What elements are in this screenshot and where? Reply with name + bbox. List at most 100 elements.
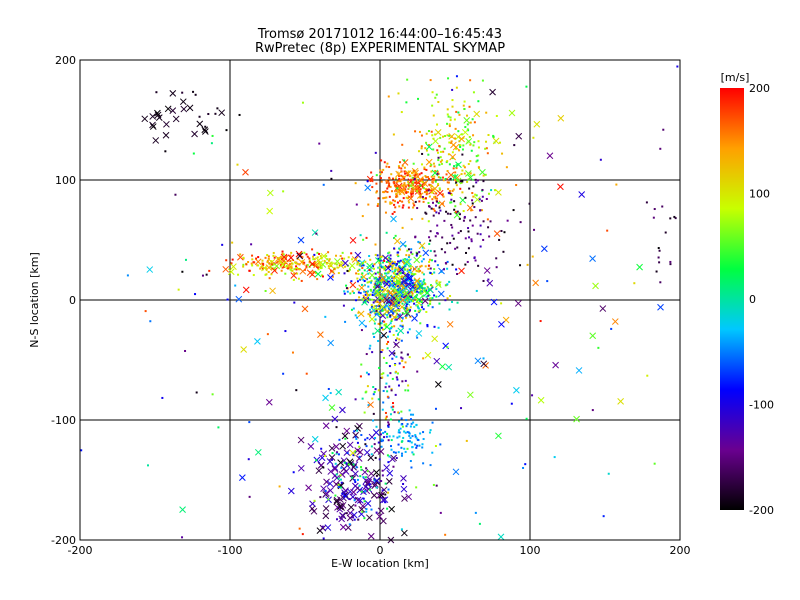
scatter-point-x <box>546 152 554 160</box>
scatter-point-dot <box>468 105 471 108</box>
scatter-point-x <box>461 128 469 136</box>
scatter-point-dot <box>388 177 391 180</box>
scatter-point-dot <box>427 130 430 133</box>
scatter-point-dot <box>469 79 472 82</box>
scatter-point-dot <box>425 191 428 194</box>
scatter-point-x <box>373 447 381 454</box>
scatter-point-dot <box>380 171 383 174</box>
y-axis-label: N-S location [km] <box>28 252 41 348</box>
scatter-point-dot <box>384 272 387 275</box>
scatter-point-dot <box>417 267 420 270</box>
scatter-point-x <box>343 427 351 435</box>
scatter-point-dot <box>354 182 357 185</box>
scatter-point-dot <box>436 224 439 227</box>
scatter-point-dot <box>481 188 484 191</box>
scatter-point-dot <box>407 248 410 251</box>
scatter-point-dot <box>385 343 388 346</box>
scatter-point-dot <box>407 440 410 443</box>
scatter-point-dot <box>393 301 396 304</box>
scatter-point-dot <box>385 179 388 182</box>
scatter-point-dot <box>381 493 384 496</box>
scatter-point-dot <box>396 272 399 275</box>
scatter-point-dot <box>487 192 490 195</box>
scatter-point-dot <box>400 266 403 269</box>
scatter-point-dot <box>446 134 449 137</box>
scatter-point-dot <box>403 175 406 178</box>
scatter-point-x <box>437 290 445 298</box>
scatter-point-dot <box>434 407 437 410</box>
scatter-point-dot <box>414 435 417 438</box>
scatter-point-dot <box>396 201 399 204</box>
scatter-point-dot <box>456 246 459 249</box>
scatter-point-dot <box>419 184 422 187</box>
scatter-point-dot <box>377 398 380 401</box>
scatter-point-dot <box>439 156 442 159</box>
scatter-point-dot <box>476 179 479 182</box>
scatter-point-dot <box>433 178 436 181</box>
scatter-point-x <box>411 314 418 322</box>
scatter-point-x <box>346 441 354 449</box>
scatter-point-dot <box>410 195 413 198</box>
scatter-point-dot <box>479 245 482 248</box>
scatter-point-dot <box>392 133 395 136</box>
scatter-point-dot <box>420 178 423 181</box>
scatter-point-dot <box>447 191 450 194</box>
scatter-point-x <box>380 517 387 525</box>
scatter-point-dot <box>487 226 490 229</box>
scatter-point-dot <box>308 257 311 260</box>
scatter-point-x <box>331 415 339 423</box>
scatter-point-dot <box>428 258 431 261</box>
scatter-point-dot <box>386 187 389 190</box>
scatter-point-dot <box>392 334 395 337</box>
scatter-point-x <box>426 286 434 293</box>
scatter-point-dot <box>658 249 661 252</box>
scatter-point-dot <box>393 237 396 240</box>
scatter-point-x <box>311 435 319 443</box>
scatter-point-x <box>541 245 548 253</box>
scatter-point-dot <box>458 149 461 152</box>
scatter-point-dot <box>428 195 431 198</box>
scatter-point-x <box>348 262 356 270</box>
scatter-point-dot <box>379 283 382 286</box>
scatter-point-dot <box>450 198 453 201</box>
scatter-point-dot <box>412 413 415 416</box>
scatter-point-dot <box>269 266 272 269</box>
scatter-point-dot <box>385 165 388 168</box>
scatter-point-dot <box>293 272 296 275</box>
scatter-point-dot <box>385 266 388 269</box>
scatter-point-dot <box>446 283 449 286</box>
scatter-point-dot <box>361 263 364 266</box>
scatter-point-dot <box>429 165 432 168</box>
scatter-point-dot <box>407 197 410 200</box>
scatter-point-dot <box>355 203 358 206</box>
scatter-point-x <box>364 480 371 488</box>
scatter-point-dot <box>387 180 390 183</box>
scatter-point-dot <box>377 304 380 307</box>
scatter-point-x <box>405 274 413 282</box>
scatter-point-dot <box>532 136 535 139</box>
scatter-point-dot <box>361 510 364 513</box>
scatter-point-dot <box>442 176 445 179</box>
scatter-point-dot <box>161 396 164 399</box>
scatter-point-dot <box>390 287 393 290</box>
scatter-point-dot <box>415 423 418 426</box>
scatter-point-x <box>386 260 394 268</box>
scatter-point-dot <box>234 284 237 287</box>
scatter-point-dot <box>366 281 369 284</box>
scatter-point-dot <box>376 278 379 281</box>
scatter-point-x <box>400 474 407 482</box>
scatter-point-dot <box>318 142 321 145</box>
scatter-point-dot <box>322 466 325 469</box>
scatter-point-dot <box>252 274 255 277</box>
scatter-point-dot <box>450 193 453 196</box>
scatter-point-dot <box>335 426 338 429</box>
scatter-point-dot <box>437 202 440 205</box>
scatter-point-dot <box>475 289 478 292</box>
scatter-point-dot <box>382 328 385 331</box>
scatter-point-dot <box>280 269 283 272</box>
scatter-point-dot <box>364 325 367 328</box>
scatter-point-x <box>360 273 368 281</box>
scatter-point-dot <box>366 470 369 473</box>
scatter-point-dot <box>403 177 406 180</box>
scatter-point-dot <box>398 317 401 320</box>
